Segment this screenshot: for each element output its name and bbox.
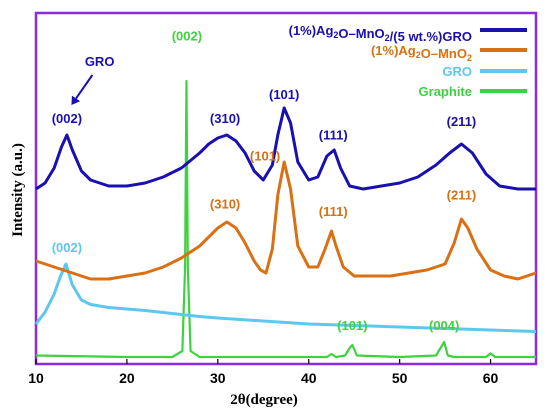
legend-label: (1%)Ag2O–MnO2	[371, 43, 472, 63]
series-line-1-ag2o-mno2-5-wt-gro	[35, 106, 536, 191]
x-tick-label: 50	[392, 370, 408, 386]
legend-item-1-ag2o-mno2-5-wt-gro: (1%)Ag2O–MnO2/(5 wt.%)GRO	[289, 23, 527, 44]
peak-label: (101)	[250, 149, 280, 164]
peak-label: (111)	[319, 204, 348, 219]
peak-label: (101)	[337, 318, 367, 333]
legend-label: Graphite	[419, 84, 472, 99]
peak-label: (002)	[52, 240, 82, 255]
peak-label: (310)	[210, 111, 240, 126]
series-line-1-ag2o-mno2	[35, 160, 537, 281]
annotation-layer: (002) (310) (101) (111) (211) GRO (101) (310) (1…	[52, 29, 477, 334]
x-axis-ticks: 10 20 30 40 50 60	[28, 359, 499, 386]
peak-label: (310)	[210, 197, 240, 212]
x-tick-label: 10	[28, 370, 44, 386]
peak-label: (004)	[429, 318, 459, 333]
peak-label: (101)	[269, 87, 299, 102]
x-tick-label: 60	[483, 370, 499, 386]
y-axis-title: Intensity (a.u.)	[10, 143, 26, 237]
peak-label: (111)	[319, 128, 348, 143]
series-layer	[34, 79, 537, 359]
peak-label: GRO	[85, 54, 115, 69]
x-tick-label: 20	[119, 370, 135, 386]
x-tick-label: 40	[301, 370, 317, 386]
peak-label: (002)	[172, 29, 202, 44]
x-tick-label: 30	[210, 370, 226, 386]
series-line-graphite	[35, 79, 536, 359]
legend-item-graphite: Graphite	[419, 84, 527, 99]
legend-label: (1%)Ag2O–MnO2/(5 wt.%)GRO	[289, 23, 472, 44]
legend-item-gro: GRO	[442, 64, 527, 79]
legend: (1%)Ag2O–MnO2/(5 wt.%)GRO(1%)Ag2O–MnO2GR…	[289, 23, 527, 99]
peak-label: (211)	[447, 188, 477, 203]
peak-label: (211)	[447, 114, 477, 129]
gro-arrow-icon	[71, 74, 94, 105]
peak-label: (002)	[52, 111, 82, 126]
series-line-gro	[34, 262, 537, 333]
x-axis-title: 2θ(degree)	[230, 392, 298, 408]
legend-label: GRO	[442, 64, 472, 79]
legend-item-1-ag2o-mno2: (1%)Ag2O–MnO2	[371, 43, 527, 63]
